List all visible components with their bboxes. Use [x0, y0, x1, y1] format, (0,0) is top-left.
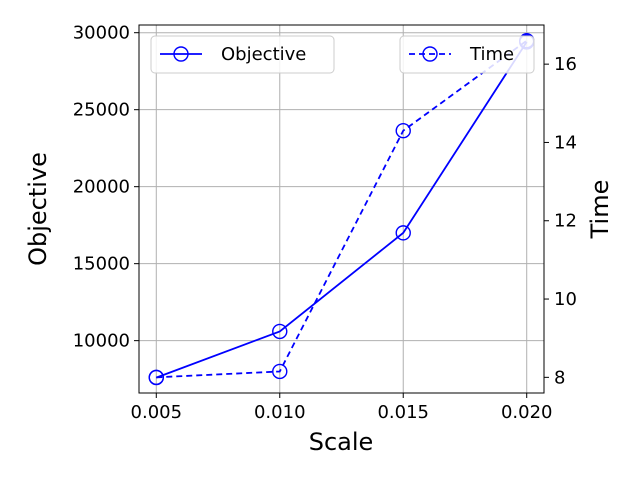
- time-point-2: [395, 123, 411, 139]
- right-y-axis: 8 10 12 14 16: [544, 54, 577, 388]
- objective-point-1: [272, 323, 288, 340]
- time-point-1: [272, 363, 288, 380]
- legend-objective-label: Objective: [221, 44, 306, 65]
- right-tick-label-0: 8: [554, 367, 565, 388]
- x-tick-label-3: 0.020: [501, 402, 553, 423]
- objective-point-2: [395, 225, 411, 241]
- legend-time-label: Time: [469, 44, 514, 65]
- plot-frame: [138, 24, 545, 394]
- legend-objective-marker: [173, 46, 189, 62]
- time-point-0: [148, 369, 164, 386]
- grid: [139, 25, 544, 393]
- left-tick-label-4: 30000: [73, 23, 130, 44]
- right-tick-label-1: 10: [554, 289, 577, 310]
- x-axis-title: Scale: [309, 428, 374, 456]
- x-axis: 0.005 0.010 0.015 0.020: [131, 393, 553, 423]
- right-y-axis-title: Time: [586, 180, 614, 240]
- left-tick-label-2: 20000: [73, 177, 130, 198]
- left-y-axis: 10000 15000 20000 25000 30000: [73, 23, 139, 352]
- time-series-line: [156, 39, 528, 379]
- right-tick-label-3: 14: [554, 132, 577, 153]
- legend-time-marker: [422, 46, 438, 62]
- right-tick-label-4: 16: [554, 54, 577, 75]
- right-tick-label-2: 12: [554, 211, 577, 232]
- left-y-axis-title: Objective: [24, 152, 52, 266]
- series-layer: [148, 32, 535, 386]
- legend-time: Time: [399, 35, 535, 74]
- left-tick-label-1: 15000: [73, 254, 130, 275]
- x-tick-label-2: 0.015: [377, 402, 429, 423]
- x-tick-label-1: 0.010: [254, 402, 306, 423]
- x-tick-label-0: 0.005: [131, 402, 183, 423]
- objective-series-line: [155, 41, 528, 379]
- left-tick-label-3: 25000: [73, 100, 130, 121]
- left-tick-label-0: 10000: [73, 331, 130, 352]
- legend-objective: Objective: [150, 35, 335, 74]
